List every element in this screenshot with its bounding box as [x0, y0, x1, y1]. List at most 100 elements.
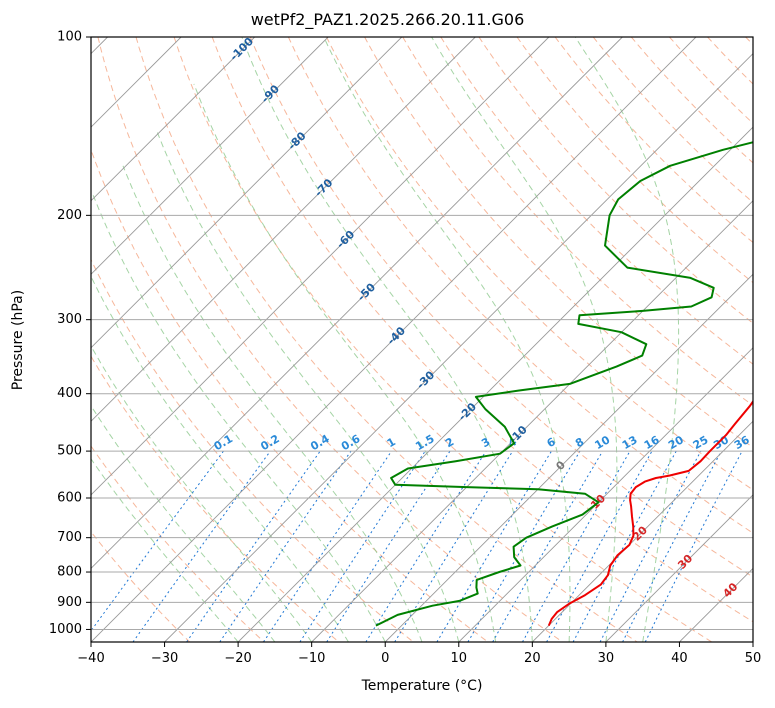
y-tick-label: 400: [57, 386, 82, 401]
y-axis-label: Pressure (hPa): [10, 289, 26, 391]
dry-adiabat: [554, 37, 753, 244]
y-tick-label: 300: [57, 312, 82, 327]
mixing-ratio-label: 30: [711, 433, 731, 452]
dry-adiabat: [91, 258, 414, 642]
isotherm: [91, 37, 476, 422]
mixing-ratio-line: [365, 450, 487, 642]
mixing-ratio-label: 3: [479, 435, 492, 450]
mixing-ratio-line: [91, 450, 224, 632]
isotherm-label: -80: [285, 129, 308, 152]
y-tick-label: 500: [57, 444, 82, 459]
mixing-ratio-line: [622, 450, 722, 642]
temperature-profile: [547, 399, 753, 626]
dry-adiabat: [745, 37, 753, 46]
x-tick-label: −20: [224, 651, 251, 666]
x-axis-label: Temperature (°C): [361, 678, 483, 694]
mixing-ratio-line: [326, 450, 451, 642]
isotherm: [752, 641, 753, 642]
moist-adiabat-label: 30: [675, 552, 695, 572]
mixing-ratio-line: [467, 450, 581, 642]
isotherm-label: -100: [227, 35, 256, 64]
mixing-ratio-label: 0.1: [212, 432, 235, 453]
dry-adiabat: [97, 37, 563, 642]
mixing-ratio-label: 1: [385, 435, 398, 450]
dry-adiabat: [249, 37, 753, 578]
isotherm: [384, 273, 753, 642]
mixing-ratio-line: [186, 450, 321, 642]
moist-adiabat: [574, 37, 680, 642]
x-tick-label: 40: [671, 651, 688, 666]
isotherm: [458, 347, 753, 642]
mixing-ratio-label: 10: [593, 433, 613, 452]
mixing-ratio-label: 13: [620, 433, 640, 452]
isotherm: [91, 37, 623, 570]
dry-adiabat: [135, 37, 638, 642]
moist-adiabat: [122, 165, 423, 642]
dry-adiabat: [440, 37, 753, 365]
isotherm-label: -30: [414, 368, 437, 391]
y-tick-label: 600: [57, 491, 82, 506]
x-tick-label: 30: [598, 651, 615, 666]
isotherm: [164, 52, 753, 642]
plot-area: -100-90-80-70-60-50-40-30-20-100.1 0.2 0.4…: [91, 35, 753, 642]
isotherm: [91, 37, 403, 349]
mixing-ratio-label: 0.6: [339, 432, 363, 453]
isotherm: [91, 37, 256, 202]
moist-adiabat-label: 40: [720, 580, 740, 600]
dry-adiabat: [326, 37, 753, 491]
isotherm: [679, 567, 753, 642]
dry-adiabat: [173, 37, 713, 642]
dry-adiabat: [592, 37, 753, 204]
y-tick-label: 900: [57, 595, 82, 610]
y-tick-label: 800: [57, 565, 82, 580]
mixing-ratio-line: [546, 450, 653, 642]
moist-adiabat: [91, 345, 313, 642]
x-tick-label: 20: [524, 651, 541, 666]
moist-adiabat: [92, 195, 386, 642]
mixing-ratio-line: [492, 450, 604, 642]
x-tick-label: 50: [745, 651, 762, 666]
moist-adiabat: [91, 275, 349, 642]
mixing-ratio-label: 20: [666, 433, 686, 452]
isotherm-label: -70: [312, 176, 335, 199]
mixing-ratio-line: [394, 450, 514, 642]
x-tick-label: −40: [77, 651, 104, 666]
mixing-ratio-line: [644, 450, 743, 642]
x-tick-label: 0: [381, 651, 389, 666]
moist-adiabat: [193, 83, 497, 642]
mixing-ratio-line: [599, 450, 702, 642]
mixing-ratio-label: 36: [732, 433, 752, 452]
dry-adiabat: [91, 355, 340, 642]
isotherm: [91, 37, 329, 275]
dry-adiabat: [91, 531, 191, 642]
isotherm-label: -50: [355, 280, 378, 303]
mixing-ratio-label: 2: [443, 435, 456, 450]
mixing-ratio-line: [299, 450, 426, 642]
dry-adiabat: [91, 148, 489, 642]
dry-adiabat: [478, 37, 753, 324]
x-tick-label: −10: [298, 651, 325, 666]
isotherm-label: -60: [334, 228, 357, 251]
isotherm-label: -90: [259, 82, 282, 105]
moist-adiabat: [431, 37, 618, 642]
moist-adiabat: [241, 37, 533, 642]
isotherm: [91, 37, 550, 496]
isotherm: [531, 420, 753, 642]
mixing-ratio-line: [436, 450, 552, 642]
mixing-ratio-label: 25: [691, 433, 711, 452]
dry-adiabat: [91, 445, 265, 642]
dry-adiabat: [707, 37, 753, 85]
x-tick-label: −30: [151, 651, 178, 666]
mixing-ratio-label: 1.5: [413, 432, 436, 453]
dry-adiabat: [669, 37, 753, 125]
mixing-ratio-line: [572, 450, 677, 642]
mixing-ratio-line: [522, 450, 631, 642]
moist-adiabat: [323, 37, 571, 642]
moist-adiabat-label: 0: [553, 458, 568, 473]
isotherm: [91, 37, 697, 642]
y-tick-label: 200: [57, 208, 82, 223]
y-tick-label: 700: [57, 530, 82, 545]
isotherm-label: -20: [456, 400, 479, 423]
x-tick-label: 10: [451, 651, 468, 666]
